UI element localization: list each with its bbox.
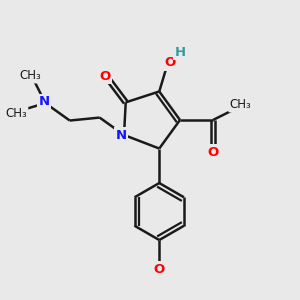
- Text: O: O: [99, 70, 111, 83]
- Text: H: H: [175, 46, 186, 59]
- Text: O: O: [207, 146, 219, 159]
- Text: CH₃: CH₃: [20, 70, 41, 83]
- Text: N: N: [38, 95, 50, 108]
- Text: N: N: [116, 128, 127, 142]
- Text: O: O: [164, 56, 176, 69]
- Text: O: O: [154, 263, 165, 276]
- Text: CH₃: CH₃: [6, 107, 27, 120]
- Text: CH₃: CH₃: [229, 98, 251, 111]
